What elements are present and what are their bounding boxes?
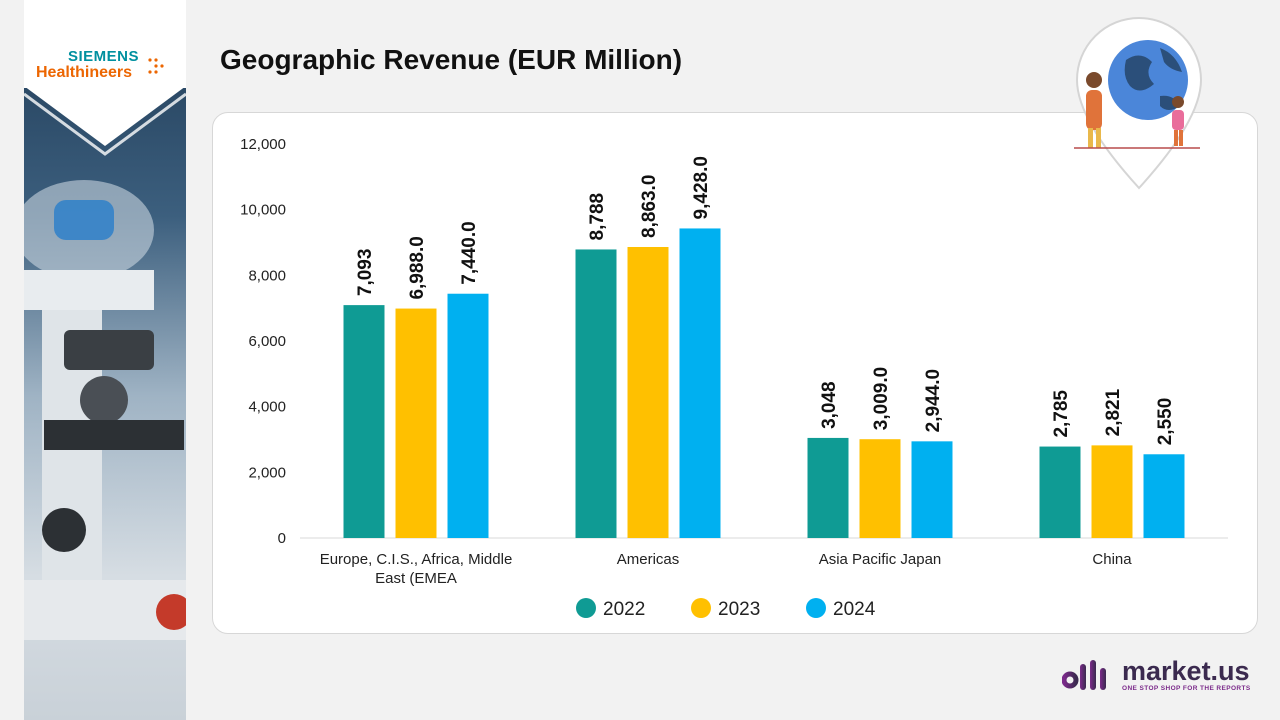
y-tick-label: 0: [278, 530, 286, 547]
data-label: 9,428.0: [691, 156, 712, 219]
legend-label: 2022: [603, 599, 645, 620]
x-tick-label: Europe, C.I.S., Africa, Middle: [320, 551, 513, 568]
bar-2022: [1039, 446, 1081, 538]
bar-2023: [859, 439, 901, 538]
legend-label: 2024: [833, 599, 876, 620]
page-title: Geographic Revenue (EUR Million): [220, 44, 683, 75]
x-tick-label: East (EMEA: [375, 570, 457, 587]
x-tick-label: Americas: [617, 551, 680, 568]
logo-chevron: [24, 86, 186, 156]
legend-marker-2024: [806, 598, 826, 618]
data-label: 2,821: [1103, 388, 1124, 436]
bar-2023: [627, 246, 669, 538]
logo-siemens: SIEMENS: [68, 48, 140, 65]
legend-label: 2023: [718, 599, 760, 620]
data-label: 7,093: [355, 249, 376, 297]
chart-card: [212, 112, 1258, 634]
bar-2024: [1143, 454, 1185, 538]
market-us-logo-icon: [1062, 660, 1106, 690]
data-label: 8,788: [587, 193, 608, 241]
logo-dots-icon: [148, 58, 164, 74]
logo-panel: [24, 0, 186, 88]
data-label: 3,048: [819, 381, 840, 429]
y-tick-label: 6,000: [248, 333, 286, 350]
globe-pin-icon: [1074, 16, 1203, 190]
bar-2022: [807, 437, 849, 538]
data-label: 8,863.0: [639, 175, 660, 238]
brand-tagline: ONE STOP SHOP FOR THE REPORTS: [1122, 685, 1251, 692]
data-label: 3,009.0: [871, 367, 892, 430]
data-label: 6,988.0: [407, 236, 428, 299]
legend-marker-2023: [691, 598, 711, 618]
logo-healthineers: Healthineers: [36, 64, 133, 81]
y-tick-label: 4,000: [248, 399, 286, 416]
bar-2023: [395, 308, 437, 538]
y-tick-label: 12,000: [240, 136, 286, 153]
bar-2024: [911, 441, 953, 538]
data-label: 2,550: [1155, 398, 1176, 446]
brand-name: market.us: [1122, 656, 1250, 686]
x-tick-label: Asia Pacific Japan: [819, 551, 942, 568]
bar-2023: [1091, 445, 1133, 538]
bar-2022: [343, 305, 385, 538]
bar-2024: [447, 293, 489, 538]
bar-2022: [575, 249, 617, 538]
y-tick-label: 10,000: [240, 202, 286, 219]
lab-microscope-illustration: [24, 180, 186, 640]
bar-2024: [679, 228, 721, 538]
data-label: 2,944.0: [923, 369, 944, 432]
y-tick-label: 8,000: [248, 267, 286, 284]
legend-marker-2022: [576, 598, 596, 618]
x-tick-label: China: [1092, 551, 1132, 568]
data-label: 7,440.0: [459, 221, 480, 284]
y-tick-label: 2,000: [248, 464, 286, 481]
data-label: 2,785: [1051, 390, 1072, 438]
